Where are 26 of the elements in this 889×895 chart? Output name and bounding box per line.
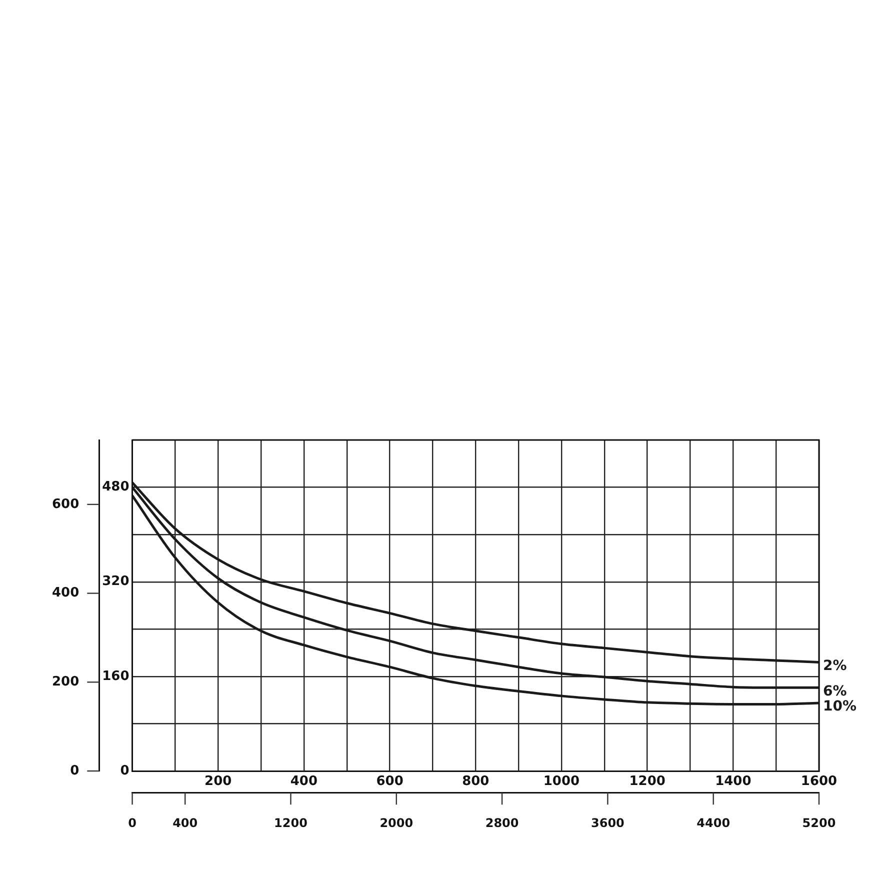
y2-tick-label: 0 xyxy=(70,763,80,778)
x2-tick-label: 400 xyxy=(172,816,198,830)
y-tick-label: 480 xyxy=(102,480,130,495)
x2-tick-label: 2800 xyxy=(485,816,519,830)
x2-tick-label: 3600 xyxy=(590,816,624,830)
y2-tick-label: 400 xyxy=(52,586,80,601)
x2-tick-label: 4400 xyxy=(696,816,730,830)
x-tick-label: 1600 xyxy=(800,774,838,790)
x-tick-label: 1000 xyxy=(543,774,580,790)
y2-tick-label: 600 xyxy=(52,496,80,512)
x2-tick-label: 2000 xyxy=(380,816,414,830)
x2-tick-label: 5200 xyxy=(802,816,836,830)
x-tick-label: 600 xyxy=(376,774,404,790)
y2-tick-label: 200 xyxy=(52,674,80,690)
series-label: 2% xyxy=(823,658,847,674)
y-tick-label: 160 xyxy=(102,668,130,684)
y-tick-label: 320 xyxy=(102,574,130,590)
x-tick-label: 800 xyxy=(462,774,490,790)
series-label: 10% xyxy=(823,698,857,715)
x-tick-label: 400 xyxy=(290,774,318,790)
y-tick-label: 0 xyxy=(120,763,130,778)
x-tick-label: 1400 xyxy=(715,774,752,790)
x2-tick-label: 1200 xyxy=(274,816,308,830)
x-tick-label: 1200 xyxy=(629,774,666,790)
series-label: 6% xyxy=(823,683,847,700)
x-tick-label: 200 xyxy=(204,774,232,790)
